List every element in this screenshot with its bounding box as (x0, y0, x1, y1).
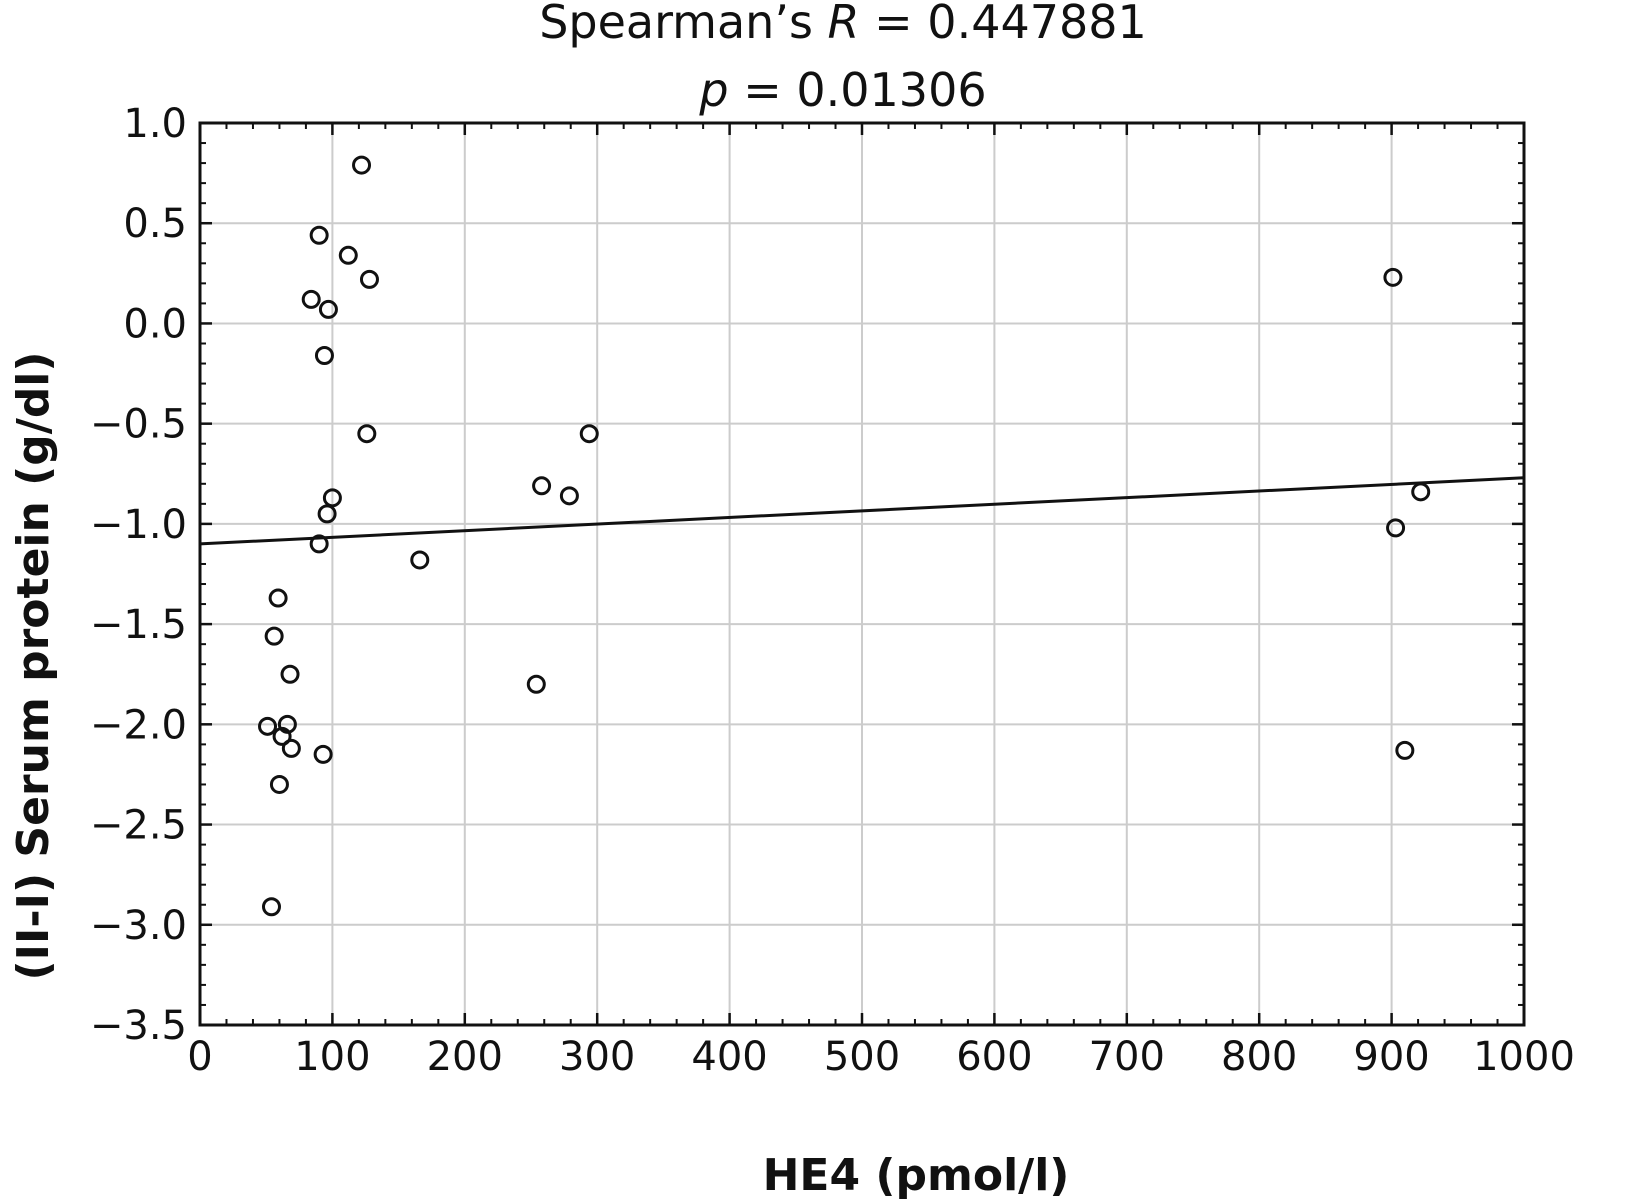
regression-layer (199, 476, 1525, 546)
regression-line (199, 476, 1525, 546)
y-tick-label-1: −3.0 (90, 903, 187, 949)
x-tick-label-10: 1000 (1473, 1034, 1575, 1080)
x-tick-label-5: 500 (824, 1034, 900, 1080)
data-point-12 (268, 588, 288, 608)
x-tick-label-7: 700 (1089, 1034, 1165, 1080)
x-tick-label-3: 300 (559, 1034, 635, 1080)
chart-title-line-1: Spearman’s R = 0.447881 (539, 0, 1147, 49)
grid (200, 123, 1524, 1025)
data-point-27 (1386, 518, 1406, 538)
data-point-4 (301, 289, 321, 309)
chart-title: Spearman’s R = 0.447881 p = 0.01306 (539, 0, 1147, 117)
data-point-7 (357, 424, 377, 444)
data-point-17 (272, 726, 292, 746)
y-tick-label-8: 0.5 (123, 201, 187, 247)
data-points (258, 155, 1431, 917)
data-point-14 (280, 664, 300, 684)
x-tick-label-4: 400 (691, 1034, 767, 1080)
data-point-21 (261, 897, 281, 917)
y-tick-label-9: 1.0 (123, 101, 187, 147)
data-point-1 (309, 225, 329, 245)
y-tick-label-4: −1.5 (90, 602, 187, 648)
data-point-15 (258, 716, 278, 736)
data-point-13 (264, 626, 284, 646)
axis-ticks (198, 121, 1526, 1027)
data-point-28 (1411, 482, 1431, 502)
y-tick-label-5: −1.0 (90, 502, 187, 548)
x-tick-label-6: 600 (956, 1034, 1032, 1080)
data-point-24 (579, 424, 599, 444)
x-tick-label-2: 200 (427, 1034, 503, 1080)
data-point-25 (526, 674, 546, 694)
y-tick-label-0: −3.5 (90, 1003, 187, 1049)
x-tick-label-0: 0 (187, 1034, 212, 1080)
x-tick-label-8: 800 (1221, 1034, 1297, 1080)
data-point-20 (269, 774, 289, 794)
y-axis-label: (II-I) Serum protein (g/dl) (8, 351, 59, 980)
data-point-9 (317, 504, 337, 524)
data-point-3 (359, 269, 379, 289)
x-tick-label-1: 100 (294, 1034, 370, 1080)
data-point-29 (1395, 740, 1415, 760)
data-point-26 (1383, 267, 1403, 287)
data-point-5 (318, 299, 338, 319)
chart-title-line-2: p = 0.01306 (698, 63, 986, 117)
x-axis-label: HE4 (pmol/l) (763, 1150, 1070, 1201)
y-tick-label-7: 0.0 (123, 301, 187, 347)
data-point-6 (314, 346, 334, 366)
data-point-22 (532, 476, 552, 496)
data-point-23 (559, 486, 579, 506)
data-point-18 (281, 738, 301, 758)
data-point-0 (352, 155, 372, 175)
data-point-8 (322, 488, 342, 508)
y-tick-label-3: −2.0 (90, 702, 187, 748)
y-tick-label-2: −2.5 (90, 803, 187, 849)
data-point-10 (309, 534, 329, 554)
data-point-11 (410, 550, 430, 570)
y-tick-labels: −3.5 −3.0 −2.5 −2.0 −1.5 −1.0 −0.5 0.0 0.5 1.0 (90, 101, 187, 1049)
x-tick-label-9: 900 (1353, 1034, 1429, 1080)
data-point-19 (313, 744, 333, 764)
x-tick-labels: 0 100 200 300 400 500 600 700 800 900 1000 (187, 1034, 1575, 1080)
data-point-2 (338, 245, 358, 265)
y-tick-label-6: −0.5 (90, 402, 187, 448)
